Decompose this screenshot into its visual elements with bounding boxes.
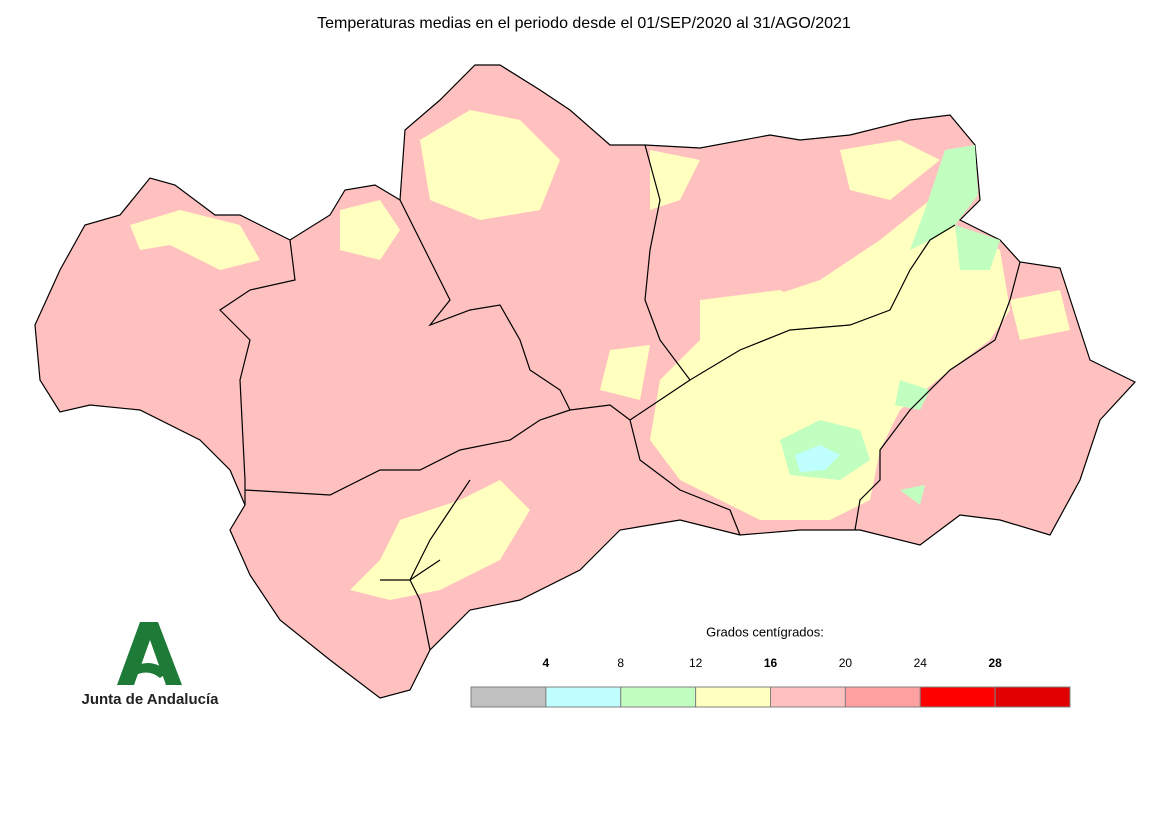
temperature-zone-12-16: [130, 110, 1070, 600]
legend-swatch: [919, 686, 996, 708]
logo-mark-inner: [128, 662, 168, 678]
legend-swatch: [770, 686, 846, 708]
legend-tick-label: 28: [988, 656, 1002, 670]
legend-tick-label: 20: [839, 656, 853, 670]
legend-title: Grados centígrados:: [706, 624, 824, 639]
legend-swatch: [545, 686, 622, 708]
map-title: Temperaturas medias en el periodo desde …: [317, 15, 851, 32]
logo: Junta de Andalucía: [82, 622, 220, 708]
province-borders: [219, 144, 1021, 651]
region-map: [34, 64, 1136, 699]
legend-swatch: [695, 686, 771, 708]
logo-text: Junta de Andalucía: [82, 691, 220, 708]
legend-tick-label: 4: [543, 656, 550, 670]
legend-tick-label: 8: [617, 656, 624, 670]
legend-tick-label: 24: [914, 656, 928, 670]
legend-swatch: [470, 686, 547, 708]
legend-swatch: [994, 686, 1071, 708]
region-outline: [34, 64, 1136, 699]
legend-tick-label: 12: [689, 656, 703, 670]
legend-swatch: [844, 686, 921, 708]
legend-swatch: [620, 686, 697, 708]
legend-tick-label: 16: [764, 656, 778, 670]
legend: Grados centígrados: 4 8 12 16 20 24 28: [470, 624, 1071, 708]
temperature-zone-4-8: [795, 445, 840, 472]
